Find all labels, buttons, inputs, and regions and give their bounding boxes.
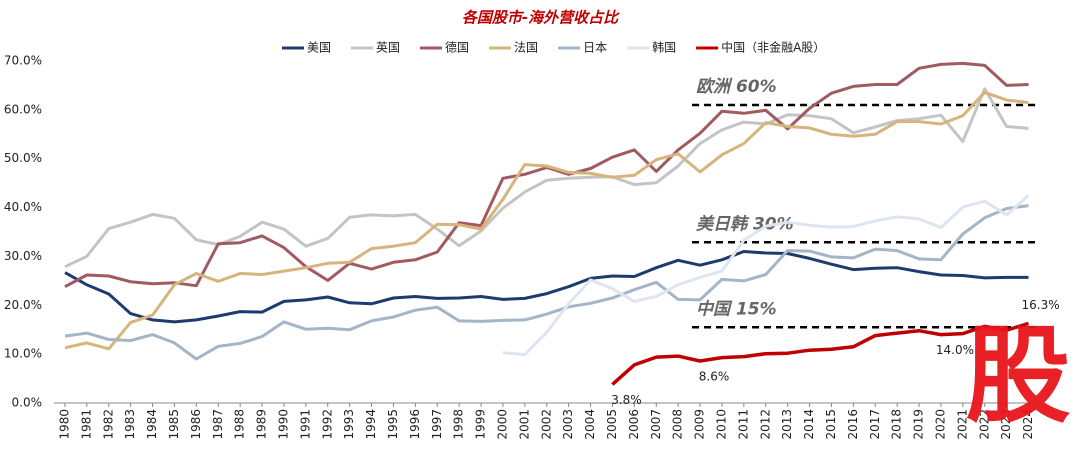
x-tick-label: 1985 — [167, 409, 181, 440]
series-line — [64, 204, 1029, 361]
x-tick-label: 1991 — [298, 409, 312, 440]
x-tick-label: 2019 — [912, 409, 926, 440]
y-tick-label: 30.0% — [4, 249, 42, 263]
x-tick-label: 2005 — [605, 409, 619, 440]
series-line — [64, 250, 1029, 324]
series-line — [611, 321, 1030, 386]
x-tick-label: 2016 — [846, 409, 860, 440]
y-tick-label: 70.0% — [4, 54, 42, 68]
watermark: 股 — [965, 315, 1070, 437]
x-tick-label: 2020 — [933, 409, 947, 440]
data-label: 8.6% — [699, 369, 730, 383]
x-tick-label: 2008 — [671, 409, 685, 440]
legend-label: 德国 — [445, 40, 469, 55]
data-label: 14.0% — [936, 343, 974, 357]
y-tick-label: 0.0% — [12, 396, 43, 410]
x-tick-label: 1988 — [233, 409, 247, 440]
x-tick-label: 1999 — [474, 409, 488, 440]
legend-label: 韩国 — [652, 40, 676, 55]
x-tick-label: 2013 — [780, 409, 794, 440]
y-tick-label: 10.0% — [4, 347, 42, 361]
x-tick-label: 2017 — [868, 409, 882, 440]
x-tick-label: 1987 — [211, 409, 225, 440]
reference-label: 欧洲 60% — [696, 77, 777, 97]
x-tick-label: 1989 — [255, 409, 269, 440]
reference-label: 中国 15% — [696, 299, 777, 319]
x-tick-label: 1993 — [342, 409, 356, 440]
x-tick-label: 2022 — [977, 409, 991, 440]
legend-label: 英国 — [376, 41, 400, 55]
x-tick-label: 1998 — [452, 409, 466, 440]
x-tick-label: 2021 — [955, 409, 969, 440]
y-tick-label: 40.0% — [4, 200, 42, 214]
series-line — [64, 87, 1029, 269]
x-tick-label: 2003 — [561, 409, 575, 440]
series-line — [64, 90, 1029, 351]
data-label: 16.3% — [1021, 298, 1059, 312]
x-tick-label: 2009 — [693, 409, 707, 440]
x-tick-label: 1984 — [145, 409, 159, 440]
y-tick-label: 20.0% — [4, 298, 42, 312]
legend-label: 法国 — [514, 41, 538, 55]
series-line — [502, 194, 1030, 357]
x-tick-label: 1996 — [408, 409, 422, 440]
x-tick-label: 2010 — [714, 409, 728, 440]
x-tick-label: 1994 — [364, 409, 378, 440]
x-tick-label: 2004 — [583, 409, 597, 440]
x-tick-label: 1986 — [189, 409, 203, 440]
x-tick-label: 1995 — [386, 409, 400, 440]
x-tick-label: 2015 — [824, 409, 838, 440]
x-tick-label: 1982 — [101, 409, 115, 440]
x-tick-label: 1990 — [276, 409, 290, 440]
legend-label: 日本 — [583, 41, 607, 55]
reference-label: 美日韩 30% — [696, 214, 794, 234]
x-tick-label: 1992 — [320, 409, 334, 440]
x-tick-label: 1983 — [123, 409, 137, 440]
y-tick-label: 50.0% — [4, 151, 42, 165]
x-tick-label: 2023 — [999, 409, 1013, 440]
x-tick-label: 1980 — [57, 409, 71, 440]
x-tick-label: 1997 — [430, 409, 444, 440]
x-tick-label: 2006 — [627, 409, 641, 440]
series-line — [64, 61, 1029, 289]
x-tick-label: 2024 — [1021, 409, 1035, 440]
x-tick-label: 2001 — [517, 409, 531, 440]
legend-label: 中国（非金融A股） — [721, 40, 825, 55]
x-tick-label: 2018 — [890, 409, 904, 440]
y-tick-label: 60.0% — [4, 102, 42, 116]
x-tick-label: 2014 — [802, 409, 816, 440]
legend: 美国 英国 德国 法国 日本 韩国 中国（非金融A股） — [282, 40, 825, 55]
x-tick-label: 2012 — [758, 409, 772, 440]
x-tick-label: 2007 — [649, 409, 663, 440]
legend-label: 美国 — [307, 41, 331, 55]
x-tick-label: 1981 — [79, 409, 93, 440]
x-tick-label: 2002 — [539, 409, 553, 440]
chart-title: 各国股市-海外营收占比 — [462, 9, 620, 27]
x-tick-label: 2000 — [495, 409, 509, 440]
x-tick-label: 2011 — [736, 409, 750, 440]
data-label: 3.8% — [611, 393, 642, 407]
